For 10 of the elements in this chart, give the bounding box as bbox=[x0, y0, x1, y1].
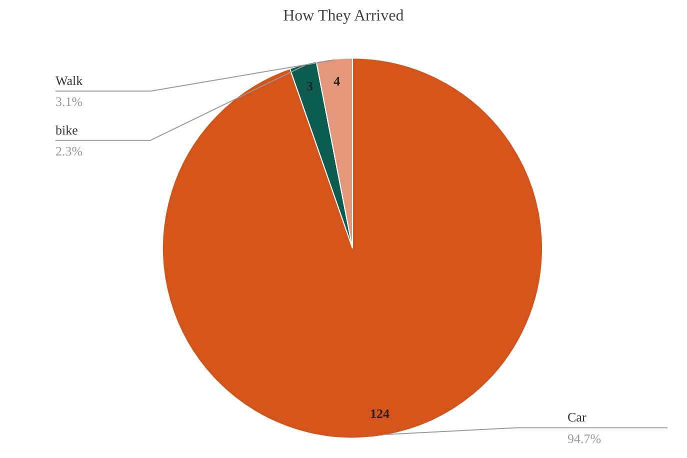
text: 94.7% bbox=[568, 430, 602, 446]
slice-label: Walk bbox=[56, 73, 84, 88]
text: 3.1% bbox=[56, 94, 83, 110]
data-label: 124 bbox=[370, 406, 390, 421]
text: 2.3% bbox=[56, 143, 83, 158]
data-label: 4 bbox=[334, 74, 341, 89]
slice-label: bike bbox=[56, 122, 78, 138]
slice-label: Car bbox=[568, 410, 587, 425]
chart-title: How They Arrived bbox=[283, 8, 404, 24]
data-label: 3 bbox=[306, 78, 314, 94]
